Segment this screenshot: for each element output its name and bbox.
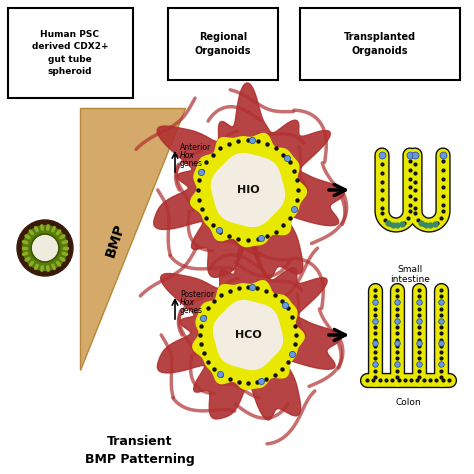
FancyBboxPatch shape bbox=[300, 8, 460, 80]
Text: Hox: Hox bbox=[180, 151, 195, 160]
FancyBboxPatch shape bbox=[168, 8, 278, 80]
Text: BMP: BMP bbox=[103, 221, 127, 259]
Text: Anterior: Anterior bbox=[180, 143, 211, 152]
Text: Human PSC
derived CDX2+
gut tube
spheroid: Human PSC derived CDX2+ gut tube spheroi… bbox=[32, 30, 109, 76]
Text: HIO: HIO bbox=[237, 185, 259, 195]
Text: HCO: HCO bbox=[235, 330, 261, 340]
Text: Transient
BMP Patterning: Transient BMP Patterning bbox=[85, 435, 195, 466]
Polygon shape bbox=[214, 301, 283, 369]
Polygon shape bbox=[80, 108, 185, 370]
Circle shape bbox=[23, 226, 67, 270]
Text: genes: genes bbox=[180, 306, 203, 315]
Polygon shape bbox=[193, 281, 304, 390]
Polygon shape bbox=[191, 134, 307, 246]
Text: Small
intestine: Small intestine bbox=[390, 265, 430, 284]
Circle shape bbox=[17, 220, 73, 276]
Text: Colon: Colon bbox=[395, 398, 421, 407]
Text: Hox: Hox bbox=[180, 298, 195, 307]
FancyBboxPatch shape bbox=[8, 8, 133, 98]
Text: Posterior: Posterior bbox=[180, 290, 214, 299]
Polygon shape bbox=[157, 232, 340, 420]
Polygon shape bbox=[154, 83, 344, 278]
Text: Regional
Organoids: Regional Organoids bbox=[195, 32, 251, 56]
Polygon shape bbox=[211, 154, 284, 227]
Text: Transplanted
Organoids: Transplanted Organoids bbox=[344, 32, 416, 56]
Circle shape bbox=[32, 236, 58, 261]
Text: genes: genes bbox=[180, 159, 203, 168]
